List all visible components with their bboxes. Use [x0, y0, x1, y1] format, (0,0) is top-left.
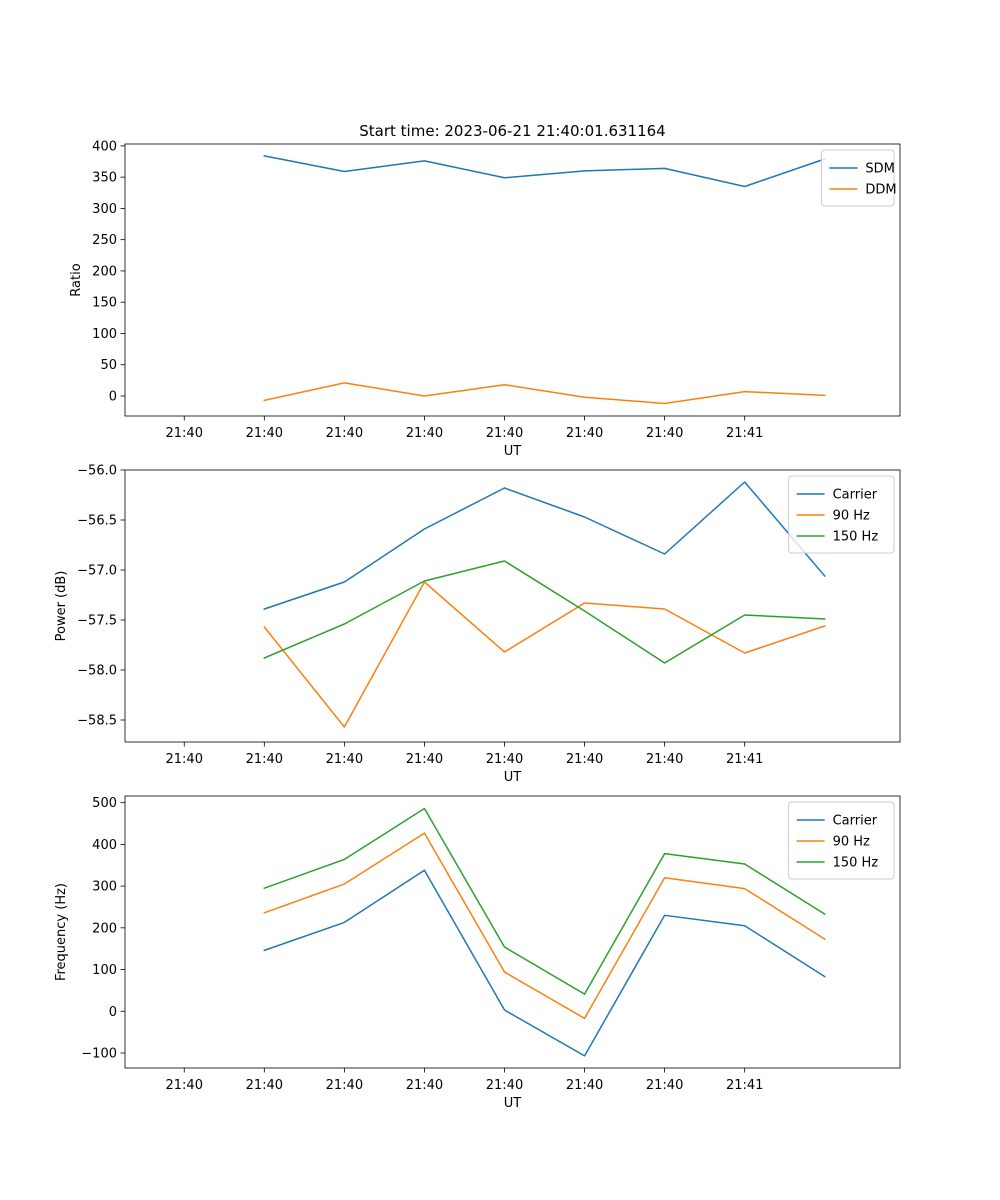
ratio-y-tick-label: 200 — [92, 264, 117, 279]
ratio-series-line-sdm — [263, 155, 826, 188]
ratio-legend-label-sdm: SDM — [865, 162, 894, 177]
power-series-line-90-hz — [263, 581, 826, 728]
frequency-y-tick-label: 400 — [92, 838, 117, 853]
frequency-y-tick-label: 300 — [92, 880, 117, 895]
ratio-y-tick-label: 350 — [92, 171, 117, 186]
frequency-y-axis-label: Frequency (Hz) — [54, 883, 69, 981]
power-y-tick-label: −57.0 — [77, 564, 117, 579]
power-y-tick-label: −57.5 — [77, 614, 117, 629]
power-y-axis-label: Power (dB) — [54, 571, 69, 642]
ratio-legend-box — [820, 149, 895, 207]
ratio-x-tick-label: 21:40 — [406, 426, 443, 441]
power-x-tick-label: 21:41 — [726, 752, 763, 767]
panels: 21:40 21:40 21:40 21:40 21:40 21:40 21:40 21:41… — [54, 139, 901, 1111]
power-y-tick-label: −58.5 — [77, 714, 117, 729]
ratio-x-tick-label: 21:40 — [326, 426, 363, 441]
ratio-x-tick-label: 21:40 — [646, 426, 683, 441]
power-y-tick-label: −56.5 — [77, 514, 117, 529]
power-series-line-150-hz — [263, 560, 826, 664]
frequency-legend-label-90-hz: 90 Hz — [833, 835, 870, 850]
frequency-series-line-150-hz — [263, 807, 826, 995]
ratio-legend-label-ddm: DDM — [865, 183, 896, 198]
ratio-y-tick-label: 250 — [92, 233, 117, 248]
power-y-tick-label: −56.0 — [77, 464, 117, 479]
frequency-x-tick-label: 21:40 — [646, 1078, 683, 1093]
power-x-tick-label: 21:40 — [406, 752, 443, 767]
power-x-axis-label: UT — [504, 770, 522, 785]
ratio-x-tick-label: 21:40 — [566, 426, 603, 441]
power-x-tick-label: 21:40 — [566, 752, 603, 767]
frequency-legend-label-carrier: Carrier — [833, 814, 878, 829]
power-x-tick-label: 21:40 — [246, 752, 283, 767]
power-x-tick-label: 21:40 — [166, 752, 203, 767]
ratio-x-tick-label: 21:40 — [246, 426, 283, 441]
power-legend-label-carrier: Carrier — [833, 488, 878, 503]
ratio-legend: SDM DDM — [820, 149, 897, 207]
ratio-axes-frame — [124, 143, 901, 417]
ratio-series-line-ddm — [263, 382, 826, 405]
power-legend-box — [788, 475, 895, 554]
power-legend-label-150-hz: 150 Hz — [833, 530, 879, 545]
figure-title: Start time: 2023-06-21 21:40:01.631164 — [359, 122, 665, 140]
frequency-x-tick-label: 21:40 — [406, 1078, 443, 1093]
frequency-legend-box — [788, 801, 895, 880]
ratio-x-tick-label: 21:40 — [486, 426, 523, 441]
power-series-line-carrier — [263, 481, 826, 610]
frequency-x-tick-label: 21:40 — [166, 1078, 203, 1093]
power-x-tick-label: 21:40 — [646, 752, 683, 767]
frequency-x-tick-label: 21:41 — [726, 1078, 763, 1093]
frequency-x-tick-label: 21:40 — [246, 1078, 283, 1093]
frequency-series-line-carrier — [263, 869, 826, 1057]
power-legend-label-90-hz: 90 Hz — [833, 509, 870, 524]
power-legend: Carrier 90 Hz 150 Hz — [788, 475, 895, 554]
frequency-x-axis-label: UT — [504, 1096, 522, 1111]
power-axes-frame — [124, 469, 901, 743]
frequency-x-tick-label: 21:40 — [486, 1078, 523, 1093]
frequency-y-tick-label: 0 — [109, 1005, 117, 1020]
ratio-x-tick-label: 21:40 — [166, 426, 203, 441]
ratio-y-axis-label: Ratio — [69, 263, 84, 296]
ratio-panel: 21:40 21:40 21:40 21:40 21:40 21:40 21:40 21:41… — [69, 139, 901, 459]
frequency-y-tick-label: 100 — [92, 963, 117, 978]
frequency-series-line-90-hz — [263, 832, 826, 1020]
ratio-y-tick-label: 300 — [92, 202, 117, 217]
frequency-x-tick-label: 21:40 — [566, 1078, 603, 1093]
ratio-x-tick-label: 21:41 — [726, 426, 763, 441]
power-panel: 21:40 21:40 21:40 21:40 21:40 21:40 21:40 21:41… — [54, 464, 901, 785]
ratio-y-tick-label: 0 — [109, 389, 117, 404]
ratio-y-tick-label: 150 — [92, 296, 117, 311]
frequency-x-tick-label: 21:40 — [326, 1078, 363, 1093]
power-y-tick-label: −58.0 — [77, 664, 117, 679]
ratio-x-axis-label: UT — [504, 444, 522, 459]
frequency-y-tick-label: 200 — [92, 921, 117, 936]
frequency-legend: Carrier 90 Hz 150 Hz — [788, 801, 895, 880]
power-x-tick-label: 21:40 — [326, 752, 363, 767]
ratio-y-tick-label: 100 — [92, 327, 117, 342]
frequency-axes-frame — [124, 795, 901, 1069]
frequency-panel: 21:40 21:40 21:40 21:40 21:40 21:40 21:40 21:41… — [54, 795, 901, 1111]
ratio-y-tick-label: 50 — [100, 358, 117, 373]
frequency-y-tick-label: 500 — [92, 796, 117, 811]
frequency-y-tick-label: −100 — [81, 1046, 117, 1061]
power-x-tick-label: 21:40 — [486, 752, 523, 767]
frequency-legend-label-150-hz: 150 Hz — [833, 856, 879, 871]
ratio-y-tick-label: 400 — [92, 139, 117, 154]
